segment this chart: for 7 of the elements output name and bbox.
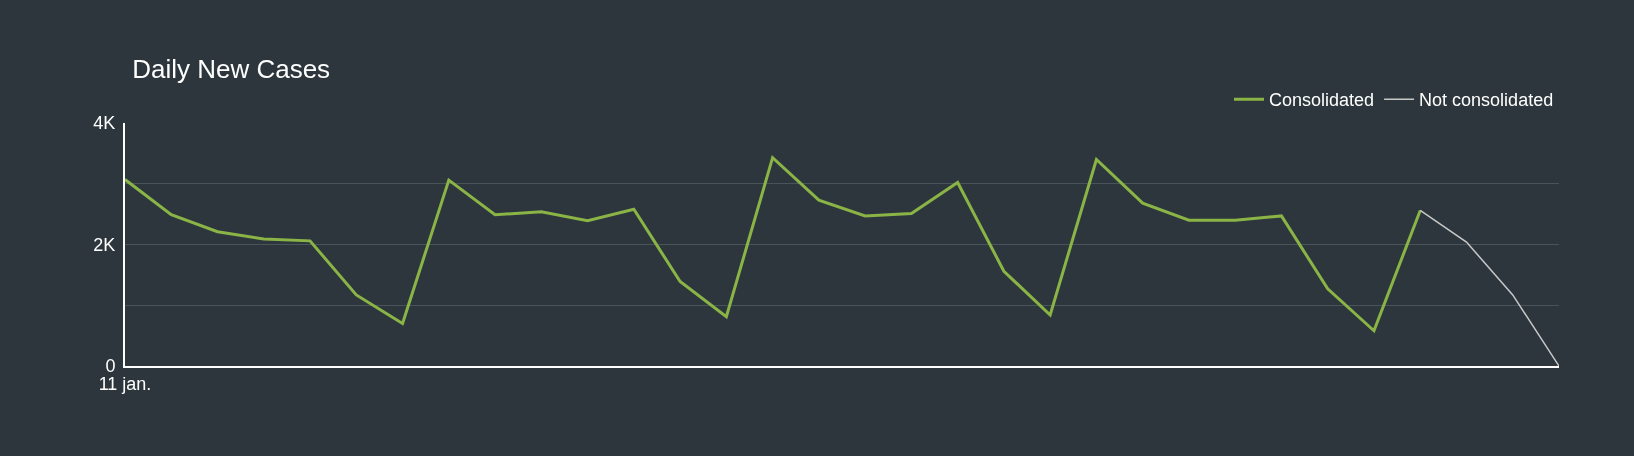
y-tick-label: 4K xyxy=(93,113,116,134)
chart-title: Daily New Cases xyxy=(132,53,331,84)
legend-label: Not consolidated xyxy=(1419,90,1554,111)
line-series xyxy=(1419,209,1559,366)
legend-label: Consolidated xyxy=(1269,90,1375,111)
y-tick-label: 2K xyxy=(93,234,116,255)
line-series xyxy=(125,156,1422,333)
